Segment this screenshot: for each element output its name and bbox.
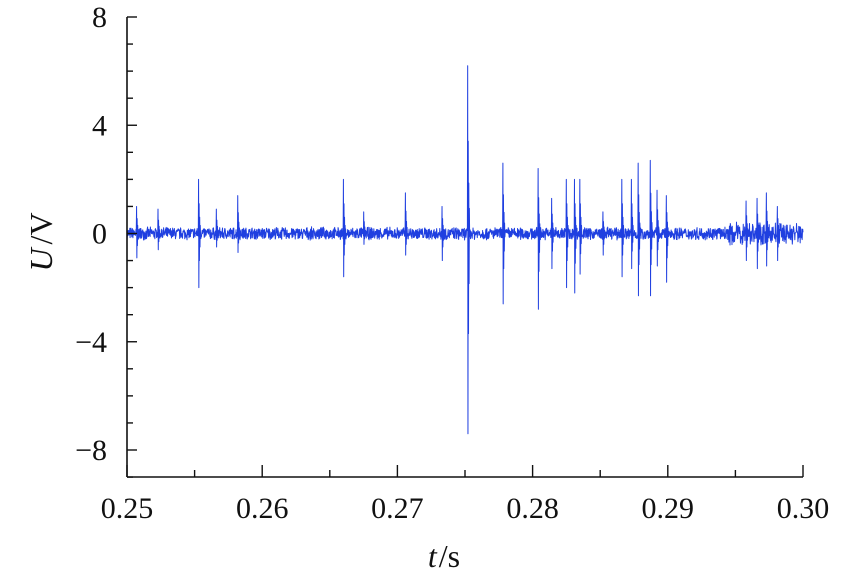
y-tick-label: 4 xyxy=(92,109,107,142)
x-tick-label: 0.25 xyxy=(101,492,154,525)
x-tick-label: 0.28 xyxy=(506,492,559,525)
x-tick-label: 0.26 xyxy=(236,492,289,525)
x-axis-label-unit: /s xyxy=(439,538,460,574)
y-axis-label: U/V xyxy=(23,212,59,271)
plot-area xyxy=(126,65,804,435)
y-axis-tick-labels: 8 4 0 −4 −8 xyxy=(75,1,107,467)
x-tick-label: 0.30 xyxy=(777,492,830,525)
y-tick-label: −8 xyxy=(75,434,107,467)
y-axis-label-unit: /V xyxy=(23,212,59,244)
y-tick-label: 0 xyxy=(92,218,107,251)
x-tick-label: 0.27 xyxy=(371,492,424,525)
x-axis-label-var: t xyxy=(428,538,438,574)
series-line-voltage xyxy=(126,65,804,435)
y-axis-ticks xyxy=(127,16,137,478)
x-axis-tick-labels: 0.25 0.26 0.27 0.28 0.29 0.30 xyxy=(101,492,830,525)
y-axis-label-var: U xyxy=(23,247,59,272)
x-axis-ticks xyxy=(126,465,804,477)
y-tick-label: 8 xyxy=(92,1,107,34)
x-axis-label: t/s xyxy=(428,538,460,574)
x-tick-label: 0.29 xyxy=(642,492,695,525)
y-tick-label: −4 xyxy=(75,326,107,359)
